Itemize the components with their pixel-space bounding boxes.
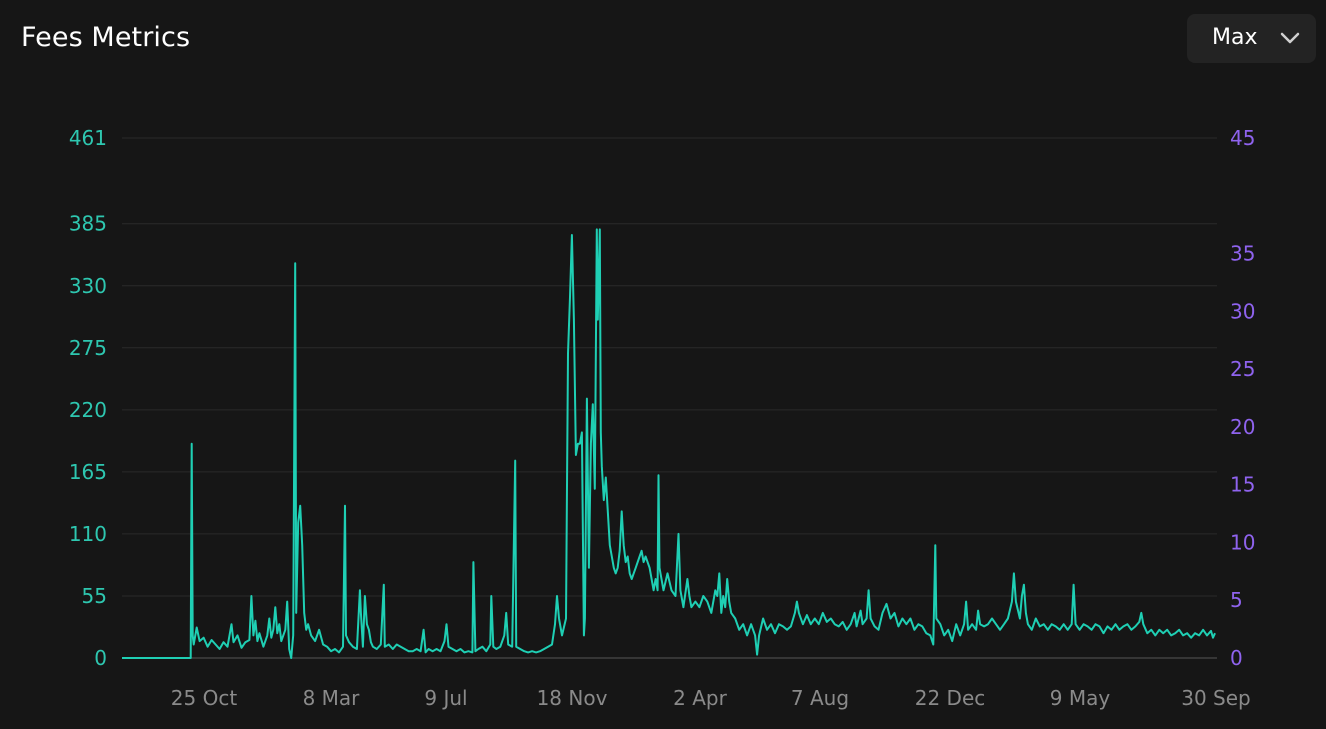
x-tick-label-1: 8 Mar (303, 686, 361, 710)
x-tick-label-6: 22 Dec (915, 686, 986, 710)
right-tick-label-1: 5 (1230, 588, 1243, 612)
x-tick-label-2: 9 Jul (424, 686, 467, 710)
page-title: Fees Metrics (21, 22, 191, 53)
right-tick-label-6: 30 (1230, 299, 1255, 323)
left-tick-label-1: 55 (82, 584, 107, 608)
left-tick-label-3: 165 (69, 460, 107, 484)
right-tick-label-4: 20 (1230, 415, 1255, 439)
right-tick-label-2: 10 (1230, 530, 1255, 554)
left-tick-label-5: 275 (69, 336, 107, 360)
x-axis-ticks: 25 Oct 8 Mar 9 Jul 18 Nov 2 Apr 7 Aug 22 Dec 9 … (171, 686, 1251, 710)
range-select-value: Max (1212, 25, 1258, 50)
x-tick-label-7: 9 May (1050, 686, 1111, 710)
right-tick-label-5: 25 (1230, 357, 1255, 381)
right-tick-label-0: 0 (1230, 646, 1243, 670)
x-tick-label-0: 25 Oct (171, 686, 238, 710)
left-tick-label-7: 385 (69, 212, 107, 236)
series-group (122, 228, 1216, 659)
right-axis-ticks: 0 5 10 15 20 25 30 35 45 (1230, 126, 1255, 670)
fees-series-line (122, 228, 1216, 659)
left-tick-label-0: 0 (94, 646, 107, 670)
right-tick-label-3: 15 (1230, 473, 1255, 497)
x-tick-label-5: 7 Aug (791, 686, 849, 710)
left-axis-ticks: 0 55 110 165 220 275 330 385 461 (69, 126, 107, 670)
x-tick-label-3: 18 Nov (537, 686, 608, 710)
x-tick-label-4: 2 Apr (673, 686, 727, 710)
right-tick-label-8: 45 (1230, 126, 1255, 150)
left-tick-label-6: 330 (69, 274, 107, 298)
chevron-down-icon[interactable] (1280, 32, 1300, 46)
left-tick-label-2: 110 (69, 522, 107, 546)
left-tick-label-4: 220 (69, 398, 107, 422)
left-tick-label-8: 461 (69, 126, 107, 150)
right-tick-label-7: 35 (1230, 242, 1255, 266)
x-tick-label-8: 30 Sep (1181, 686, 1251, 710)
